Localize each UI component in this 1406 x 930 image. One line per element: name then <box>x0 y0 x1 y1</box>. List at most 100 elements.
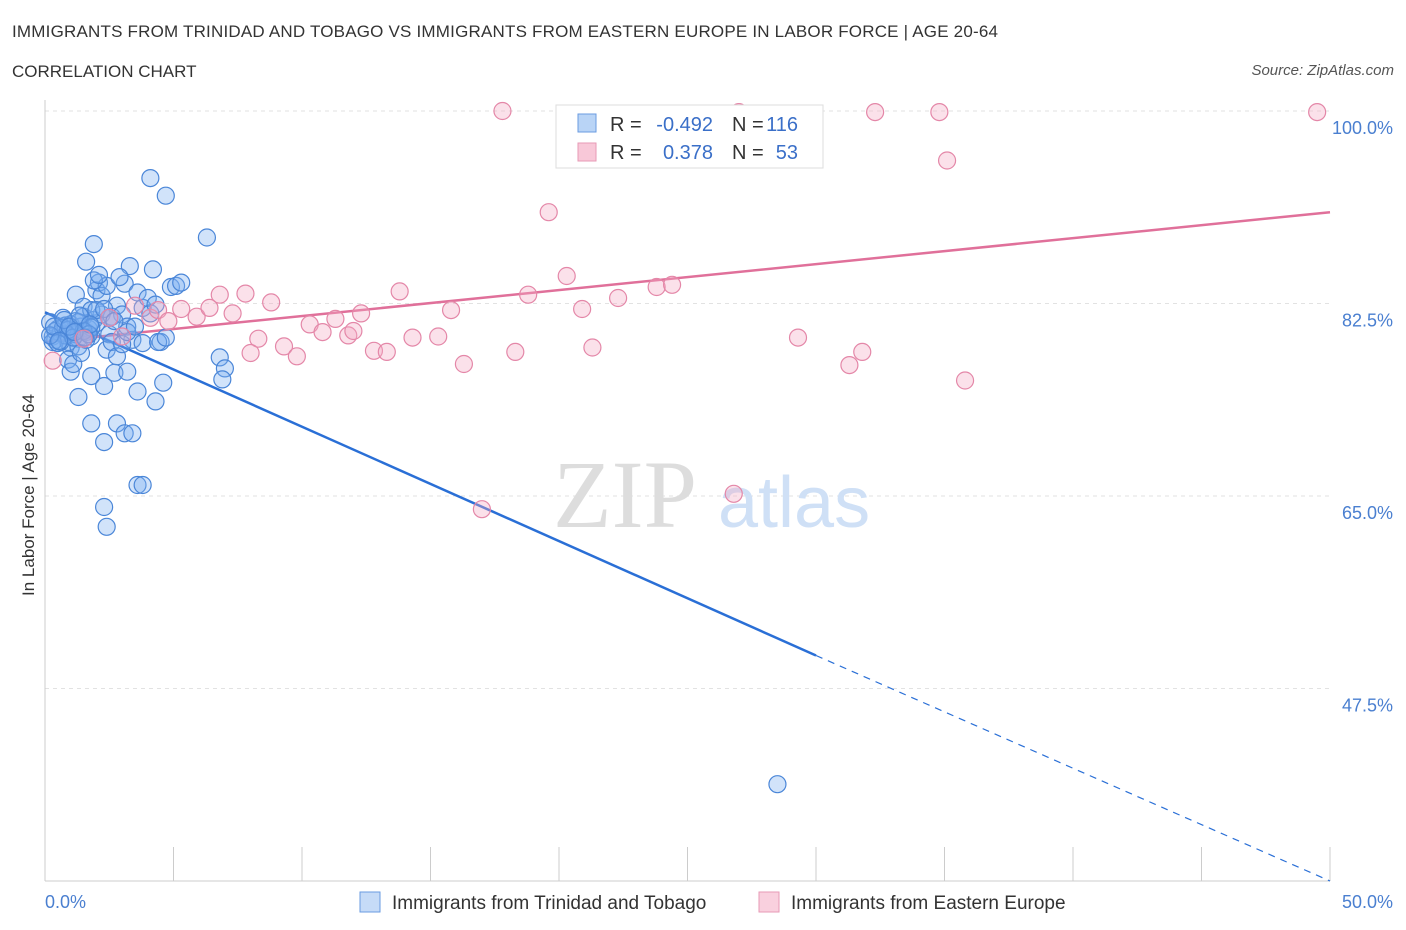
point-series-1-14 <box>249 329 268 348</box>
point-series-0-115 <box>110 268 129 287</box>
point-series-1-28 <box>441 301 461 320</box>
point-series-1-44 <box>853 342 872 361</box>
y-tick-label-1: 82.5% <box>1342 311 1393 331</box>
chart-subtitle: CORRELATION CHART <box>12 62 197 81</box>
legend-swatch-pink <box>577 142 597 162</box>
point-series-0-59 <box>112 335 132 354</box>
point-series-1-23 <box>364 341 384 360</box>
point-series-0-61 <box>125 317 145 336</box>
axes <box>44 100 1331 882</box>
point-series-1-17 <box>287 347 306 366</box>
point-series-0-114 <box>768 775 787 794</box>
point-series-0-84 <box>172 273 191 292</box>
point-series-0-72 <box>107 414 127 433</box>
point-series-0-98 <box>69 313 88 332</box>
point-series-0-89 <box>156 186 175 205</box>
point-series-1-52 <box>241 343 260 363</box>
point-series-0-79 <box>133 334 152 353</box>
point-series-1-33 <box>539 203 558 222</box>
point-series-1-11 <box>210 285 229 304</box>
point-series-1-49 <box>472 500 491 519</box>
point-series-0-104 <box>105 312 124 331</box>
point-series-0-90 <box>210 348 229 367</box>
legend-swatch-blue <box>577 113 597 133</box>
point-series-0-63 <box>95 376 114 396</box>
point-series-1-19 <box>313 323 332 342</box>
point-series-1-25 <box>390 282 409 301</box>
point-series-1-39 <box>662 275 682 294</box>
point-series-1-22 <box>352 304 371 323</box>
point-series-1-7 <box>159 312 178 331</box>
point-series-1-32 <box>519 285 538 304</box>
legend-n-label-2: N = <box>732 142 764 164</box>
point-series-1-36 <box>583 338 602 357</box>
point-series-1-45 <box>866 102 885 122</box>
point-series-1-47 <box>937 151 957 170</box>
watermark: ZIP atlas <box>553 441 870 548</box>
point-series-0-105 <box>41 326 60 345</box>
point-series-0-68 <box>154 373 173 392</box>
point-series-1-16 <box>274 337 294 356</box>
point-series-0-85 <box>143 260 163 279</box>
legend-r-value-1: -0.492 <box>656 114 713 136</box>
correlation-legend: R = -0.492 N = 116 R = 0.378 N = 53 <box>555 104 824 169</box>
point-series-1-48 <box>955 371 975 390</box>
y-tick-label-0: 100.0% <box>1332 118 1393 138</box>
watermark-zip: ZIP <box>553 441 697 548</box>
legend-n-value-1: 116 <box>766 114 798 136</box>
chart-title: IMMIGRANTS FROM TRINIDAD AND TOBAGO VS I… <box>12 22 999 41</box>
point-series-0-65 <box>118 362 137 381</box>
point-series-1-12 <box>223 304 242 323</box>
y-tick-label-2: 65.0% <box>1342 503 1393 523</box>
point-series-1-9 <box>187 307 206 326</box>
point-series-1-37 <box>609 288 628 308</box>
point-series-0-73 <box>115 424 134 443</box>
point-series-0-39 <box>84 271 103 290</box>
point-series-1-27 <box>429 327 448 346</box>
point-series-1-42 <box>788 328 808 347</box>
point-series-1-31 <box>506 342 525 361</box>
y-axis-title: In Labor Force | Age 20-64 <box>19 394 38 596</box>
series-legend: Immigrants from Trinidad and Tobago Immi… <box>359 891 1066 914</box>
point-series-0-70 <box>82 414 101 433</box>
point-series-0-64 <box>105 363 124 382</box>
point-series-1-51 <box>344 321 363 341</box>
bottom-legend-swatch-blue <box>359 891 381 913</box>
point-series-0-92 <box>213 370 232 389</box>
point-series-0-81 <box>156 328 175 347</box>
point-series-1-0 <box>43 351 62 370</box>
legend-r-label-2: R = <box>610 142 642 164</box>
y-tick-labels: 100.0% 82.5% 65.0% 47.5% <box>1332 118 1393 716</box>
point-series-0-67 <box>146 392 165 411</box>
point-series-0-88 <box>141 169 160 188</box>
point-series-1-26 <box>403 328 422 347</box>
point-series-1-5 <box>141 308 160 327</box>
point-series-0-62 <box>82 367 101 386</box>
trend-lines <box>44 210 1331 882</box>
point-series-1-13 <box>236 284 255 303</box>
point-series-0-42 <box>84 235 103 254</box>
data-points <box>41 101 1327 794</box>
bottom-legend-label-2: Immigrants from Eastern Europe <box>791 893 1066 914</box>
point-series-0-41 <box>89 265 109 284</box>
bottom-legend-label-1: Immigrants from Trinidad and Tobago <box>392 893 706 914</box>
legend-n-value-2: 53 <box>776 142 798 164</box>
point-series-0-37 <box>92 286 111 305</box>
point-series-1-30 <box>493 101 512 121</box>
point-series-1-2 <box>100 308 119 327</box>
point-series-0-75 <box>128 475 147 495</box>
point-series-1-40 <box>724 484 743 503</box>
point-series-0-34 <box>82 301 101 320</box>
point-series-0-106 <box>44 317 64 336</box>
x-tick-label-0: 0.0% <box>45 892 86 912</box>
point-series-1-1 <box>74 329 93 348</box>
point-series-0-40 <box>77 252 96 271</box>
point-series-1-8 <box>172 299 191 319</box>
point-series-0-77 <box>95 497 114 517</box>
point-series-1-46 <box>930 102 949 122</box>
x-tick-label-1: 50.0% <box>1342 892 1393 912</box>
trend-line-0 <box>44 311 817 657</box>
point-series-1-3 <box>112 327 132 346</box>
legend-r-label-1: R = <box>610 114 642 136</box>
